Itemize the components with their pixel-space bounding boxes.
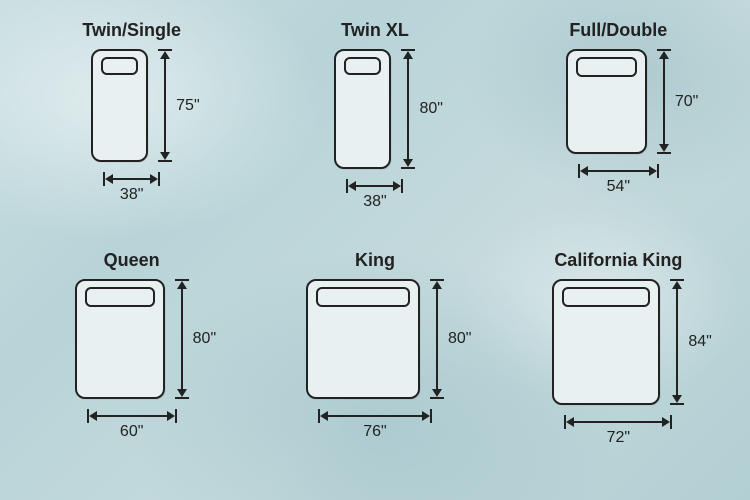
width-dimension: 60" — [87, 409, 177, 423]
bed-cell-twin: Twin/Single 75" 38" — [10, 20, 253, 250]
bed-icon — [552, 279, 660, 405]
length-dimension: 80" — [401, 49, 415, 169]
length-label: 80" — [448, 330, 471, 348]
bed-diagram: 70" 54" — [566, 49, 671, 178]
pillow-icon — [576, 57, 637, 77]
length-label: 80" — [193, 330, 216, 348]
bed-cell-calking: California King 84" 72" — [497, 250, 740, 480]
length-dimension: 80" — [175, 279, 189, 399]
pillow-icon — [85, 287, 155, 307]
bed-diagram: 80" 60" — [75, 279, 189, 423]
pillow-icon — [344, 57, 381, 75]
bed-icon — [75, 279, 165, 399]
bed-diagram: 80" 38" — [334, 49, 415, 193]
bed-title: Queen — [104, 250, 160, 271]
length-dimension: 84" — [670, 279, 684, 405]
width-label: 54" — [607, 178, 630, 196]
bed-icon — [306, 279, 420, 399]
bed-diagram: 80" 76" — [306, 279, 444, 423]
width-dimension: 76" — [318, 409, 432, 423]
width-label: 72" — [607, 429, 630, 447]
width-label: 38" — [363, 193, 386, 211]
bed-title: Twin/Single — [82, 20, 181, 41]
length-dimension: 80" — [430, 279, 444, 399]
length-label: 80" — [419, 100, 442, 118]
width-label: 76" — [363, 423, 386, 441]
width-dimension: 54" — [578, 164, 659, 178]
length-dimension: 70" — [657, 49, 671, 154]
bed-title: Full/Double — [569, 20, 667, 41]
bed-title: California King — [554, 250, 682, 271]
width-dimension: 38" — [346, 179, 403, 193]
width-label: 60" — [120, 423, 143, 441]
width-label: 38" — [120, 186, 143, 204]
length-label: 70" — [675, 93, 698, 111]
pillow-icon — [316, 287, 410, 307]
bed-cell-king: King 80" 76" — [253, 250, 496, 480]
bed-icon — [91, 49, 148, 162]
pillow-icon — [101, 57, 138, 75]
width-dimension: 72" — [564, 415, 672, 429]
bed-diagram: 75" 38" — [91, 49, 172, 186]
bed-size-grid: Twin/Single 75" 38" Twin XL 80" 38" Full/Doubl… — [0, 0, 750, 500]
bed-diagram: 84" 72" — [552, 279, 684, 429]
length-label: 75" — [176, 97, 199, 115]
pillow-icon — [562, 287, 650, 307]
length-label: 84" — [688, 333, 711, 351]
bed-title: King — [355, 250, 395, 271]
bed-cell-twinxl: Twin XL 80" 38" — [253, 20, 496, 250]
bed-cell-full: Full/Double 70" 54" — [497, 20, 740, 250]
bed-cell-queen: Queen 80" 60" — [10, 250, 253, 480]
bed-icon — [566, 49, 647, 154]
width-dimension: 38" — [103, 172, 160, 186]
length-dimension: 75" — [158, 49, 172, 162]
bed-title: Twin XL — [341, 20, 409, 41]
bed-icon — [334, 49, 391, 169]
